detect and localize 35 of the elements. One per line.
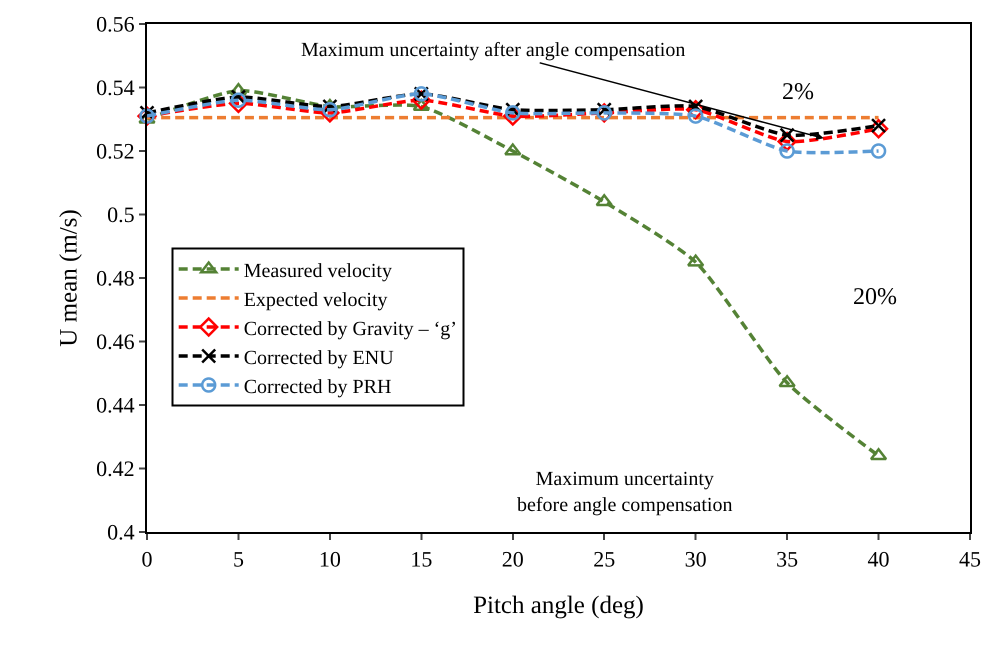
x-tick-label: 0 [142, 546, 152, 572]
y-tick-label: 0.48 [96, 266, 135, 291]
legend-label: Corrected by Gravity – ‘g’ [244, 318, 457, 340]
x-tick-label: 15 [410, 546, 432, 572]
point [870, 143, 886, 159]
point [230, 92, 246, 108]
annotation: 2% [782, 79, 814, 105]
annotation: 20% [853, 284, 897, 310]
legend-label: Corrected by ENU [244, 346, 394, 369]
y-tick-label: 0.42 [96, 456, 135, 482]
x-tick-label: 35 [776, 546, 798, 572]
y-tick-label: 0.52 [96, 138, 135, 164]
y-tick-label: 0.54 [96, 75, 135, 100]
point [686, 254, 704, 267]
y-tick-label: 0.56 [96, 12, 135, 37]
y-tick-label: 0.46 [96, 329, 135, 354]
x-tick-label: 30 [684, 546, 707, 572]
legend-label: Corrected by PRH [244, 376, 392, 398]
x-tick-label: 25 [593, 546, 616, 572]
y-tick-label: 0.4 [107, 520, 135, 545]
y-tick-label: 0.5 [107, 202, 135, 228]
legend-label: Expected velocity [244, 288, 388, 311]
point [779, 143, 795, 159]
y-tick-label: 0.44 [96, 392, 135, 418]
point [505, 105, 521, 121]
annotation: Maximum uncertainty before angle compensation [517, 468, 732, 516]
x-axis-title: Pitch angle (deg) [473, 592, 644, 619]
annotation: Maximum uncertainty after angle compensation [301, 39, 686, 61]
x-tick-label: 20 [502, 546, 524, 572]
x-tick-label: 5 [232, 546, 244, 572]
x-tick-label: 40 [868, 546, 890, 572]
x-tick-label: 10 [318, 546, 341, 572]
y-axis-title: U mean (m/s) [55, 209, 82, 347]
legend-label: Measured velocity [244, 260, 392, 282]
x-tick-label: 45 [959, 546, 981, 572]
